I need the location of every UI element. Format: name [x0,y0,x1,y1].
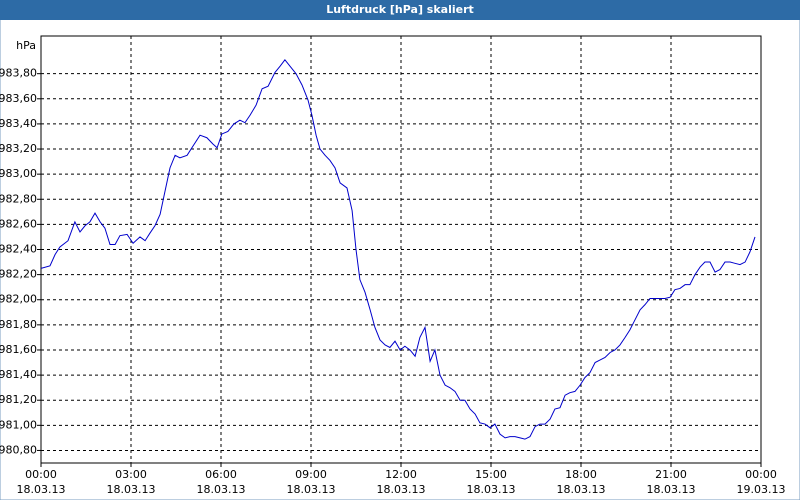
x-tick-label: 19.03.13 [737,483,786,496]
y-tick-label: 982,40 [0,243,37,256]
y-tick-label: 983,00 [0,167,37,180]
x-tick-label: 18.03.13 [377,483,426,496]
y-tick-label: 981,60 [0,343,37,356]
y-tick-label: 980,80 [0,443,37,456]
chart-title: Luftdruck [hPa] skaliert [326,3,474,16]
y-tick-label: 983,40 [0,117,37,130]
y-tick-label: 981,20 [0,393,37,406]
y-tick-label: 981,00 [0,418,37,431]
y-tick-label: 982,00 [0,293,37,306]
y-tick-label: 982,80 [0,192,37,205]
x-tick-label: 00:00 [25,468,57,481]
y-tick-label: 983,20 [0,142,37,155]
data-line [40,59,756,440]
x-tick-label: 00:00 [745,468,777,481]
x-tick-label: 18.03.13 [197,483,246,496]
y-tick-label: 981,80 [0,318,37,331]
x-tick-label: 06:00 [205,468,237,481]
x-tick-label: 09:00 [295,468,327,481]
plot-frame [40,35,762,464]
x-tick-label: 21:00 [655,468,687,481]
y-tick-label: 982,20 [0,268,37,281]
y-tick-label: 983,80 [0,67,37,80]
x-tick-label: 18.03.13 [107,483,156,496]
title-bar [0,0,800,20]
y-axis-label: hPa [16,39,36,52]
x-tick-label: 18.03.13 [17,483,66,496]
x-tick-label: 18.03.13 [287,483,336,496]
x-tick-label: 18.03.13 [647,483,696,496]
x-tick-label: 18.03.13 [557,483,606,496]
y-tick-label: 981,40 [0,368,37,381]
x-tick-label: 03:00 [115,468,147,481]
y-tick-label: 983,60 [0,92,37,105]
x-tick-label: 12:00 [385,468,417,481]
x-tick-label: 18.03.13 [467,483,516,496]
x-tick-label: 18:00 [565,468,597,481]
x-tick-label: 15:00 [475,468,507,481]
y-tick-label: 982,60 [0,217,37,230]
